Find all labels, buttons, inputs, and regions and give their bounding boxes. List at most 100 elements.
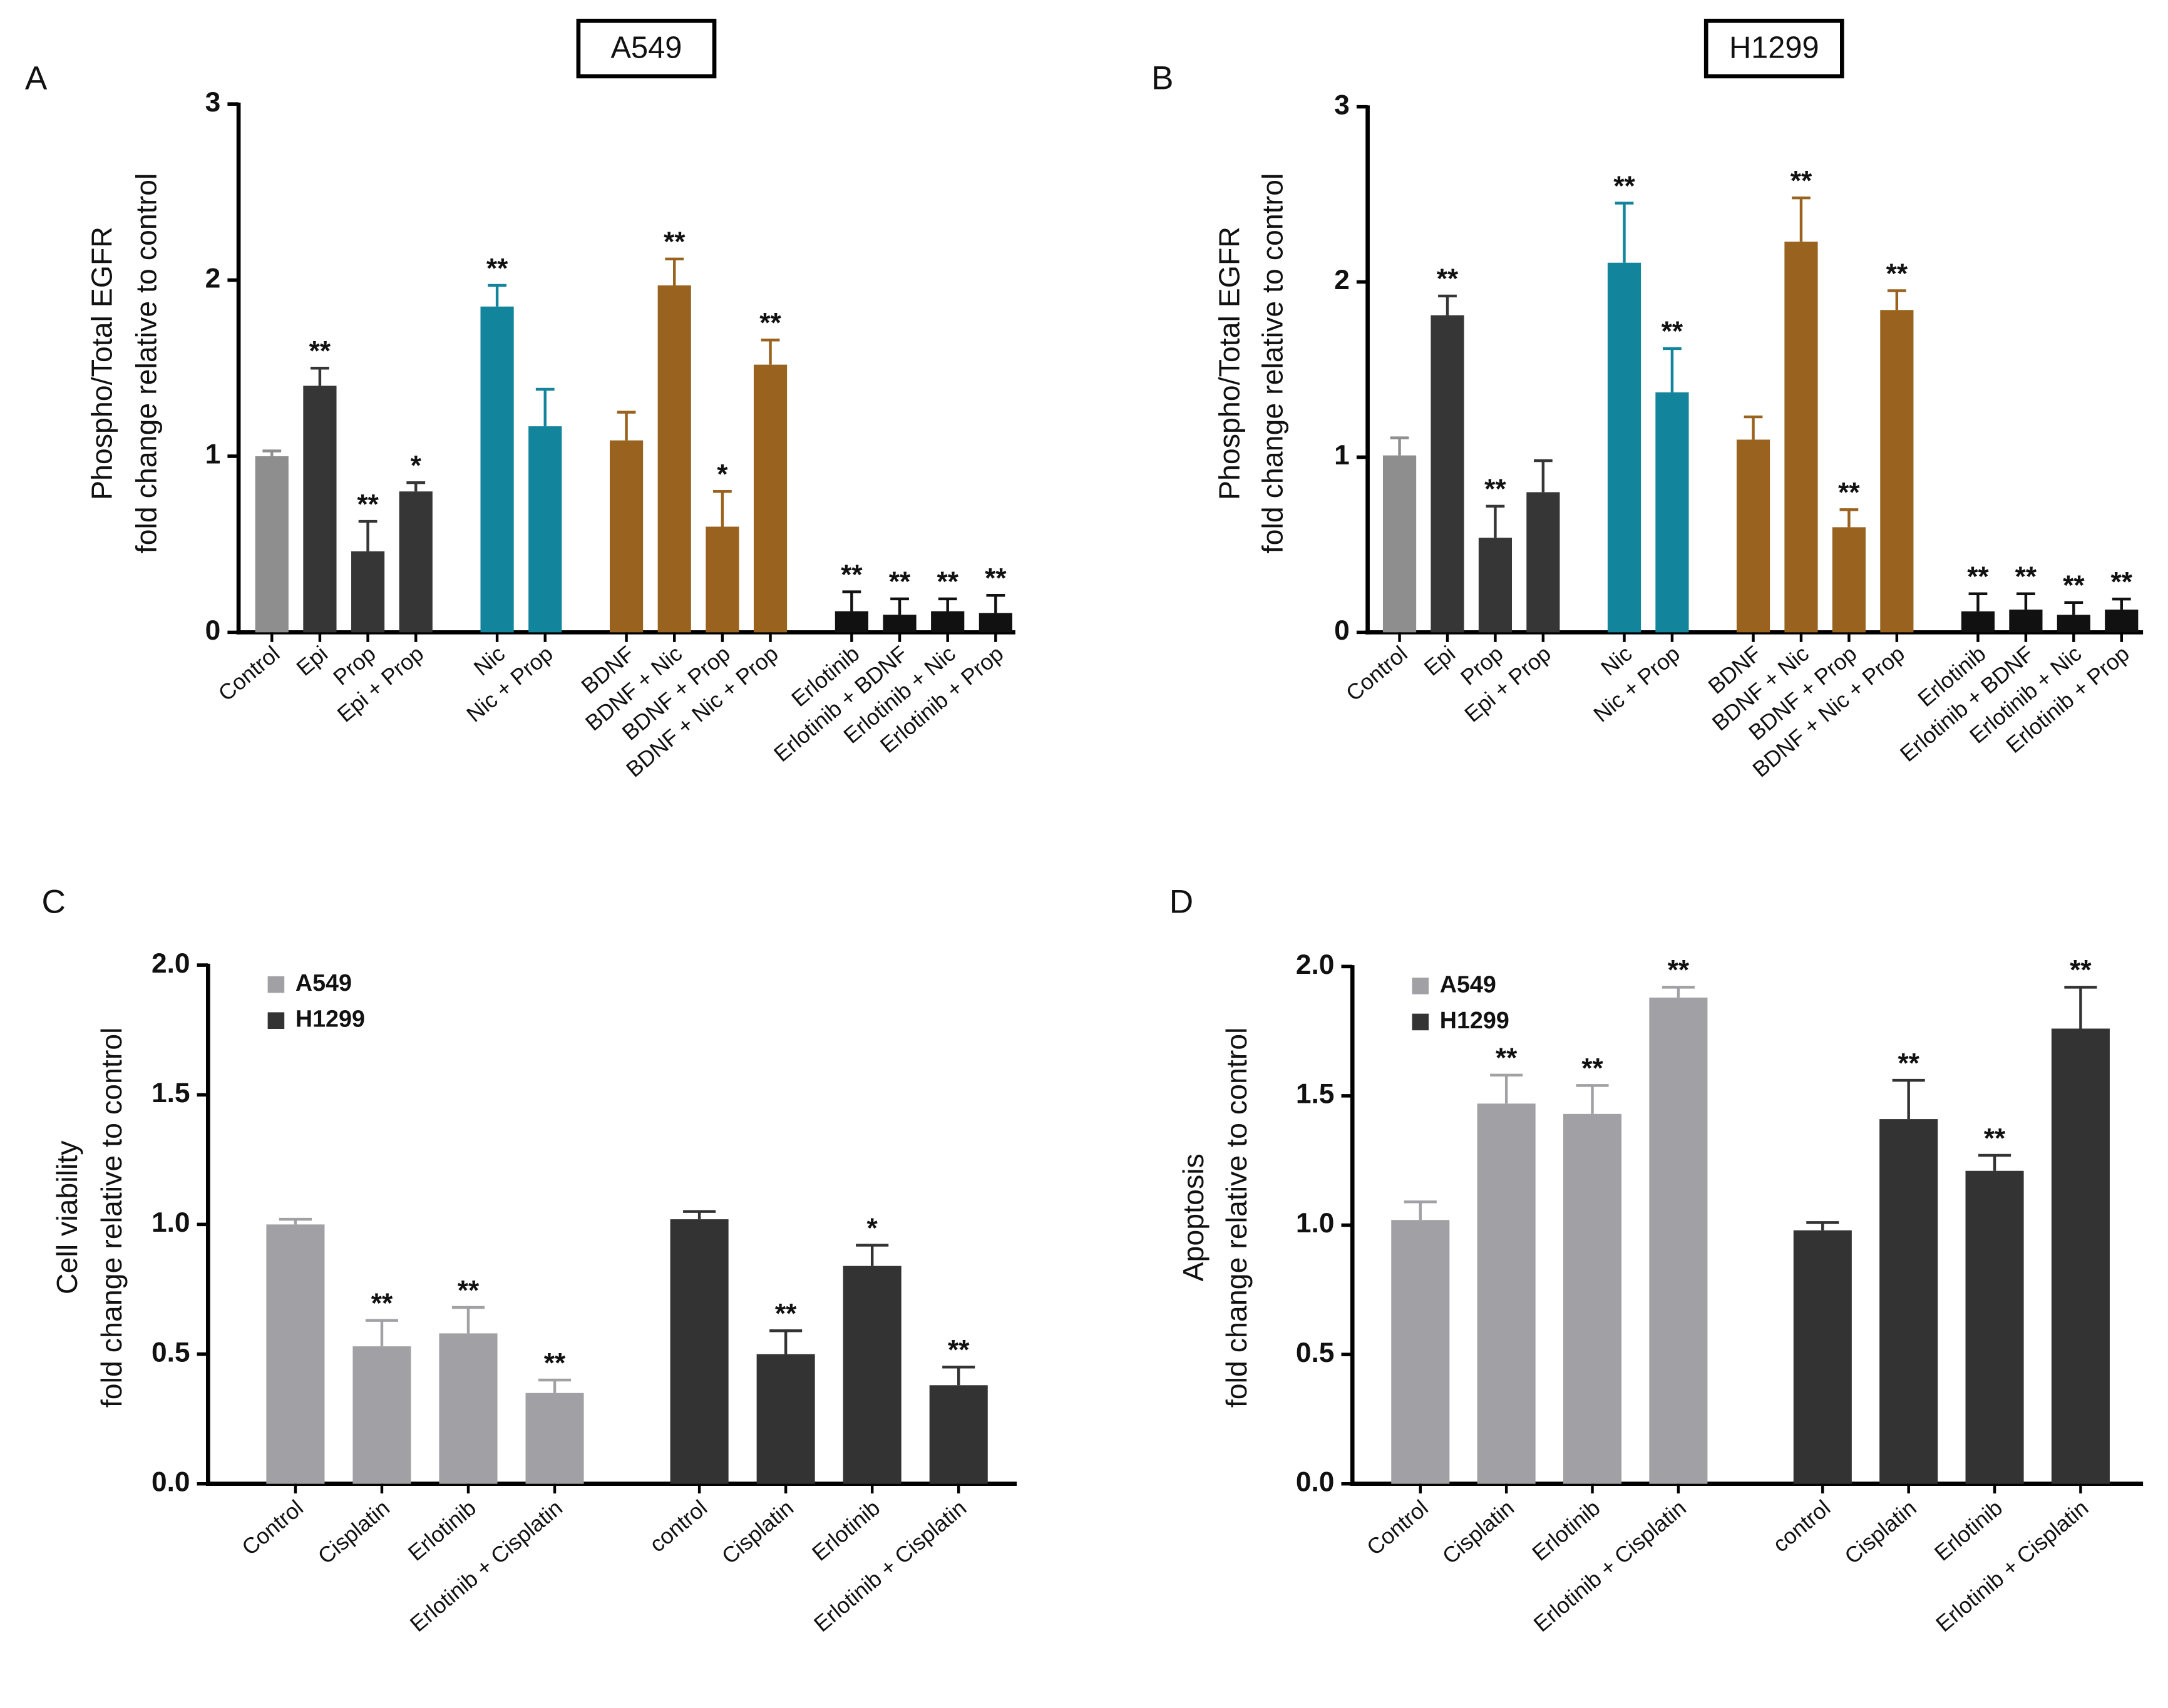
significance: ** <box>1790 166 1812 197</box>
bar <box>351 551 385 633</box>
bar <box>2009 609 2043 633</box>
legend-swatch <box>1412 1013 1429 1031</box>
significance: ** <box>1496 1043 1518 1073</box>
y-tick-label: 2 <box>205 263 221 294</box>
x-tick-label: Cisplatin <box>1437 1495 1519 1569</box>
x-tick-label: Epi <box>1419 641 1460 681</box>
bar <box>352 1346 411 1484</box>
bar <box>1736 439 1770 633</box>
bar <box>706 526 739 633</box>
bar <box>609 440 644 633</box>
significance: * <box>717 459 728 490</box>
significance: * <box>411 450 422 481</box>
bar <box>1965 1170 2024 1484</box>
bar <box>2051 1028 2110 1484</box>
x-tick-label: Control <box>213 641 284 706</box>
bar <box>883 615 917 633</box>
y-tick-label: 2.0 <box>152 948 190 979</box>
y-tick-label: 0.5 <box>1296 1337 1335 1368</box>
bar <box>1477 1103 1536 1484</box>
bar <box>255 456 289 633</box>
significance: ** <box>1581 1053 1603 1084</box>
significance: ** <box>1838 478 1860 508</box>
y-tick-label: 2 <box>1334 265 1350 295</box>
x-tick-label: Erlotinib <box>1528 1495 1605 1566</box>
bar <box>525 1393 584 1484</box>
y-tick-label: 0.5 <box>152 1337 190 1368</box>
y-tick-label: 1 <box>1334 440 1350 471</box>
x-tick-label: Cisplatin <box>313 1495 394 1569</box>
panel-letter: A <box>25 60 48 97</box>
significance: ** <box>1437 263 1459 294</box>
y-tick-label: 0.0 <box>1296 1466 1335 1497</box>
x-tick-label: Erlotinib + Cisplatin <box>405 1495 567 1637</box>
heading: H1299 <box>1729 31 1819 65</box>
significance: ** <box>775 1299 797 1329</box>
y-tick-label: 0 <box>1334 615 1350 646</box>
y-tick-label: 1.5 <box>1296 1079 1335 1110</box>
significance: ** <box>2070 955 2092 986</box>
heading-box <box>1703 18 1844 79</box>
x-tick-label: control <box>645 1495 712 1557</box>
x-tick-label: Erlotinib + Cisplatin <box>809 1495 971 1637</box>
bar <box>1649 997 1708 1484</box>
significance: ** <box>1886 258 1908 289</box>
bar <box>753 364 788 633</box>
x-tick-label: Erlotinib + Cisplatin <box>1529 1495 1691 1637</box>
legend-swatch <box>267 976 285 993</box>
significance: ** <box>1967 561 1989 592</box>
significance: ** <box>841 560 863 590</box>
y-tick-label: 1.0 <box>152 1207 190 1238</box>
significance: ** <box>1484 474 1506 504</box>
y-axis-label: Apoptosis <box>1177 1153 1210 1281</box>
x-tick-label: Erlotinib <box>807 1495 885 1566</box>
legend-label: A549 <box>1440 971 1496 997</box>
bar <box>1879 1119 1938 1484</box>
bar <box>931 611 965 633</box>
bar <box>1607 262 1641 633</box>
bar <box>480 306 514 633</box>
x-tick-label: Erlotinib + Cisplatin <box>1931 1495 2094 1637</box>
y-tick-label: 2.0 <box>1296 949 1335 980</box>
significance: ** <box>458 1275 480 1306</box>
legend-swatch <box>267 1012 285 1029</box>
bar <box>2105 609 2139 633</box>
significance: * <box>867 1213 878 1244</box>
bar <box>1526 492 1560 633</box>
significance: ** <box>889 566 911 597</box>
significance: ** <box>2015 561 2037 592</box>
significance: ** <box>937 566 958 597</box>
y-axis-label: fold change relative to control <box>1256 173 1288 554</box>
y-tick-label: 1 <box>205 439 221 470</box>
bar <box>528 426 562 633</box>
bar <box>1832 527 1866 633</box>
significance: ** <box>486 253 508 284</box>
y-tick-label: 3 <box>205 87 221 118</box>
significance: ** <box>309 336 331 367</box>
significance: ** <box>759 308 781 339</box>
bar <box>1784 242 1818 633</box>
legend-label: H1299 <box>1440 1007 1509 1033</box>
y-axis-label: Cell viability <box>51 1140 83 1294</box>
panel-letter: C <box>41 884 65 921</box>
bar <box>1391 1220 1450 1484</box>
x-tick-label: Control <box>237 1495 308 1560</box>
bar <box>1961 611 1995 633</box>
significance: ** <box>1613 171 1635 202</box>
significance: ** <box>2111 566 2133 597</box>
panel-letter: B <box>1151 60 1173 97</box>
legend-label: H1299 <box>295 1006 365 1032</box>
x-tick-label: Control <box>1362 1495 1433 1560</box>
bar <box>657 285 691 633</box>
significance: ** <box>1668 955 1690 986</box>
bar <box>1382 455 1417 633</box>
bar <box>756 1354 815 1484</box>
bar <box>929 1385 988 1484</box>
bar <box>1880 310 1914 633</box>
significance: ** <box>544 1347 566 1378</box>
significance: ** <box>985 563 1007 594</box>
x-tick-label: Cisplatin <box>717 1495 798 1569</box>
significance: ** <box>1898 1048 1919 1078</box>
bar <box>2057 615 2090 633</box>
